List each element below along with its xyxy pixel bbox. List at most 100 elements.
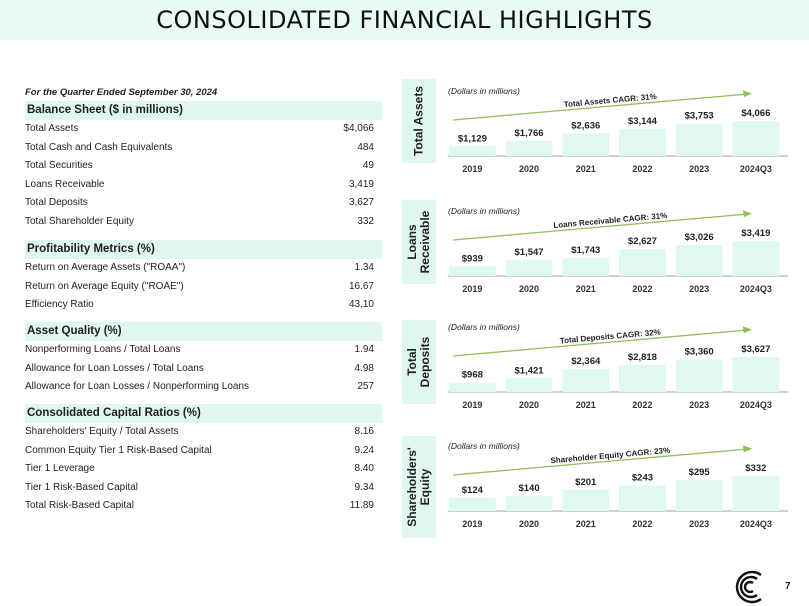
category-label: 2024Q3 bbox=[740, 164, 772, 174]
units-note: (Dollars in millions) bbox=[448, 206, 520, 216]
bar bbox=[449, 382, 496, 392]
bar-chart-svg: $939 2019 $1,547 2020 $1,743 2021 $2,627 2022 $3… bbox=[448, 210, 788, 294]
row-label: Return on Average Assets ("ROAA") bbox=[25, 262, 186, 273]
row-label: Allowance for Loan Losses / Nonperformin… bbox=[25, 381, 250, 392]
row-label: Total Securities bbox=[25, 160, 93, 171]
cagr-arrow bbox=[452, 93, 749, 121]
table-row: Loans Receivable 3,419 bbox=[25, 176, 382, 195]
bar bbox=[505, 496, 553, 511]
bar bbox=[619, 485, 666, 511]
bar bbox=[562, 489, 610, 511]
category-label: 2024Q3 bbox=[740, 400, 772, 410]
table-row: Tier 1 Risk-Based Capital 9.34 bbox=[25, 479, 382, 498]
row-value: 332 bbox=[357, 215, 374, 227]
bar-chart-svg: $124 2019 $140 2020 $201 2021 $243 2022 $295 2023… bbox=[448, 445, 788, 529]
data-label: $3,144 bbox=[628, 116, 658, 127]
bar-chart-svg: $1,129 2019 $1,766 2020 $2,636 2021 $3,144 2022… bbox=[448, 90, 788, 174]
category-label: 2022 bbox=[632, 164, 652, 174]
row-label: Tier 1 Risk-Based Capital bbox=[25, 481, 139, 493]
bar bbox=[732, 121, 780, 156]
tab-shareholders-equity: Shareholders' Equity bbox=[402, 436, 436, 538]
cagr-label: Loans Receivable CAGR: 31% bbox=[553, 211, 668, 230]
bar bbox=[449, 266, 496, 276]
bar bbox=[562, 133, 610, 156]
bar bbox=[562, 369, 610, 392]
arrow-head bbox=[743, 326, 752, 334]
bar bbox=[732, 476, 780, 511]
data-label: $3,360 bbox=[685, 347, 714, 358]
bar bbox=[562, 258, 610, 276]
table-row: Return on Average Assets ("ROAA") 1.34 bbox=[25, 259, 382, 278]
bar bbox=[619, 128, 666, 156]
category-label: 2021 bbox=[576, 284, 596, 294]
bar bbox=[675, 245, 723, 276]
bar bbox=[732, 241, 780, 276]
data-label: $201 bbox=[575, 477, 597, 488]
section: Profitability Metrics (%) Return on Avera… bbox=[25, 240, 382, 315]
data-label: $124 bbox=[462, 485, 484, 496]
row-label: Total Assets bbox=[25, 123, 79, 134]
table-row: Total Risk-Based Capital 11.89 bbox=[25, 497, 382, 516]
cagr-label: Shareholder Equity CAGR: 23% bbox=[550, 446, 670, 466]
data-label: $1,129 bbox=[458, 133, 487, 144]
row-value: 16.67 bbox=[348, 280, 374, 292]
category-label: 2021 bbox=[576, 164, 596, 174]
table-row: Total Cash and Cash Equivalents 484 bbox=[25, 139, 382, 158]
data-label: $3,627 bbox=[741, 344, 770, 355]
category-label: 2020 bbox=[519, 519, 539, 529]
category-label: 2020 bbox=[519, 164, 539, 174]
table-row: Allowance for Loan Losses / Nonperformin… bbox=[25, 378, 382, 397]
category-label: 2023 bbox=[689, 164, 709, 174]
section: Asset Quality (%) Nonperforming Loans / T… bbox=[25, 322, 382, 397]
row-value: 8.40 bbox=[354, 463, 374, 474]
data-label: $4,066 bbox=[741, 108, 770, 119]
data-label: $1,421 bbox=[515, 365, 545, 376]
units-note: (Dollars in millions) bbox=[448, 322, 520, 332]
data-label: $3,026 bbox=[685, 232, 714, 243]
tab-label: Shareholders' Equity bbox=[405, 447, 432, 527]
category-label: 2019 bbox=[462, 284, 482, 294]
tab-total-assets: Total Assets bbox=[402, 79, 436, 163]
table-row: Nonperforming Loans / Total Loans 1.94 bbox=[25, 341, 382, 360]
data-label: $140 bbox=[518, 483, 539, 494]
row-value: 49 bbox=[362, 160, 374, 171]
table-row: Total Assets $4,066 bbox=[25, 120, 382, 139]
data-label: $2,364 bbox=[571, 356, 601, 367]
row-value: 3,627 bbox=[348, 197, 374, 208]
bar bbox=[675, 479, 723, 511]
category-label: 2021 bbox=[576, 400, 596, 410]
row-value: 484 bbox=[357, 141, 374, 153]
table-row: Total Deposits 3,627 bbox=[25, 194, 382, 213]
category-label: 2022 bbox=[632, 400, 652, 410]
cagr-arrow bbox=[452, 329, 749, 357]
data-label: $3,419 bbox=[741, 228, 770, 239]
category-label: 2022 bbox=[632, 519, 652, 529]
table-row: Tier 1 Leverage 8.40 bbox=[25, 460, 382, 479]
category-label: 2020 bbox=[519, 400, 539, 410]
row-label: Common Equity Tier 1 Risk-Based Capital bbox=[25, 444, 212, 456]
bar bbox=[449, 146, 496, 156]
row-value: 1.94 bbox=[354, 344, 374, 355]
data-label: $1,766 bbox=[515, 128, 544, 139]
row-value: 257 bbox=[357, 381, 374, 392]
cagr-arrow bbox=[452, 448, 749, 476]
category-label: 2019 bbox=[462, 519, 482, 529]
row-label: Return on Average Equity ("ROAE") bbox=[25, 280, 184, 292]
row-label: Total Deposits bbox=[25, 197, 88, 208]
chart-loans-receivable: (Dollars in millions) $939 2019 $1,547 2020… bbox=[448, 206, 788, 318]
data-label: $1,547 bbox=[515, 247, 544, 258]
row-value: 8.16 bbox=[354, 426, 374, 437]
data-label: $243 bbox=[632, 472, 653, 483]
category-label: 2023 bbox=[689, 400, 709, 410]
data-label: $2,627 bbox=[628, 236, 657, 247]
row-label: Allowance for Loan Losses / Total Loans bbox=[25, 362, 204, 374]
row-value: 9.34 bbox=[354, 481, 374, 493]
bar bbox=[505, 378, 553, 392]
table-row: Return on Average Equity ("ROAE") 16.67 bbox=[25, 278, 382, 297]
category-label: 2023 bbox=[689, 519, 709, 529]
tab-label: Total Deposits bbox=[405, 336, 432, 388]
section: Consolidated Capital Ratios (%) Sharehold… bbox=[25, 404, 382, 516]
row-label: Total Shareholder Equity bbox=[25, 215, 134, 227]
table-row: Efficiency Ratio 43.10 bbox=[25, 296, 382, 315]
chart-shareholders-equity: (Dollars in millions) $124 2019 $140 2020 $2… bbox=[448, 441, 788, 553]
